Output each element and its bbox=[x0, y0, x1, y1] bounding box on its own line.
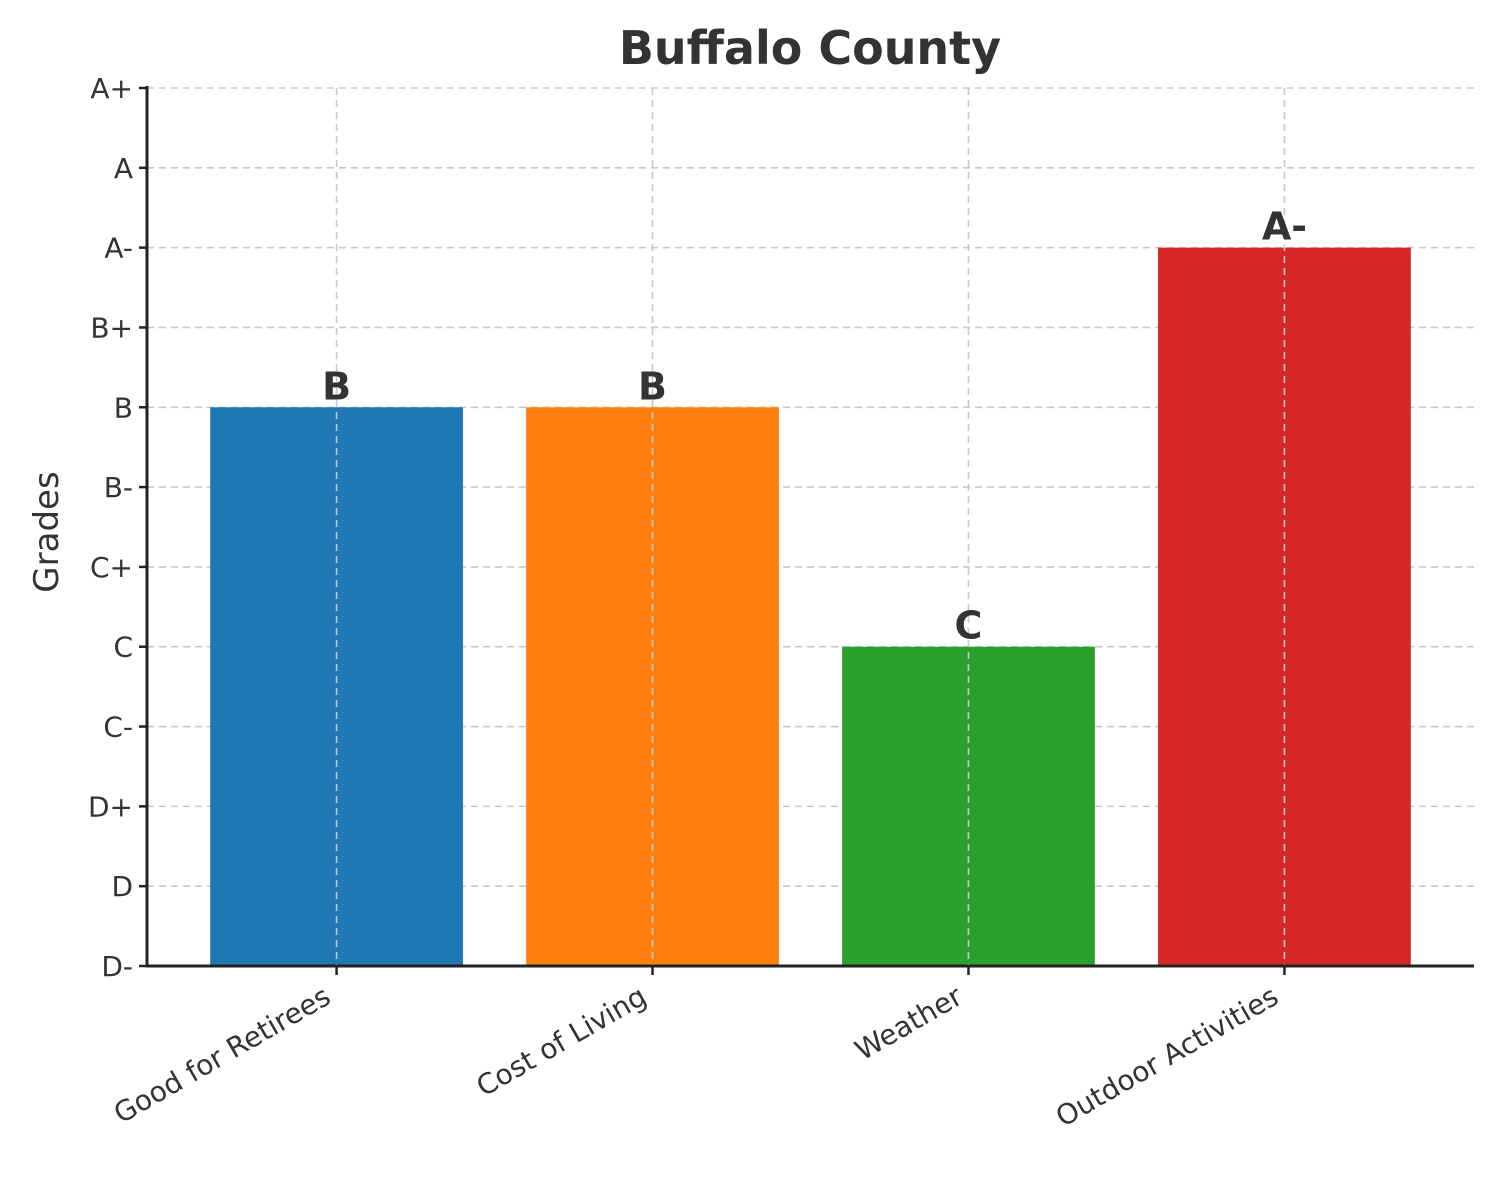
x-tick-label: Outdoor Activities bbox=[1050, 979, 1284, 1133]
x-tick-label: Good for Retirees bbox=[108, 979, 336, 1130]
axis-layer: D- D D+ C- C C+ B- B B+ A- A A+ bbox=[88, 72, 1474, 983]
y-tick-label: A bbox=[114, 152, 133, 185]
chart-title: Buffalo County bbox=[619, 21, 1001, 75]
y-tick-label: B+ bbox=[90, 311, 133, 344]
y-tick-label: B- bbox=[104, 471, 133, 504]
bar-layer bbox=[210, 247, 1411, 967]
x-tick-label: Weather bbox=[849, 979, 968, 1067]
bar-value-label: C bbox=[955, 604, 983, 648]
x-tick-label: Cost of Living bbox=[471, 979, 652, 1103]
bar-value-label: A- bbox=[1262, 205, 1307, 249]
y-tick-label: C+ bbox=[90, 551, 133, 584]
y-tick-label: C- bbox=[103, 711, 133, 744]
bar-value-label: B bbox=[322, 364, 351, 408]
y-axis-label: Grades bbox=[27, 471, 67, 592]
y-tick-label: C bbox=[113, 631, 133, 664]
y-tick-label: A- bbox=[104, 232, 133, 265]
bar-value-label: B bbox=[638, 364, 667, 408]
y-tick-label: D+ bbox=[88, 790, 133, 823]
y-tick-label: B bbox=[114, 391, 133, 424]
y-tick-label: D- bbox=[101, 950, 133, 983]
vertical-grid-layer bbox=[335, 88, 1286, 966]
y-tick-label: A+ bbox=[90, 72, 133, 105]
y-tick-label: D bbox=[111, 870, 133, 903]
bar bbox=[842, 646, 1095, 966]
